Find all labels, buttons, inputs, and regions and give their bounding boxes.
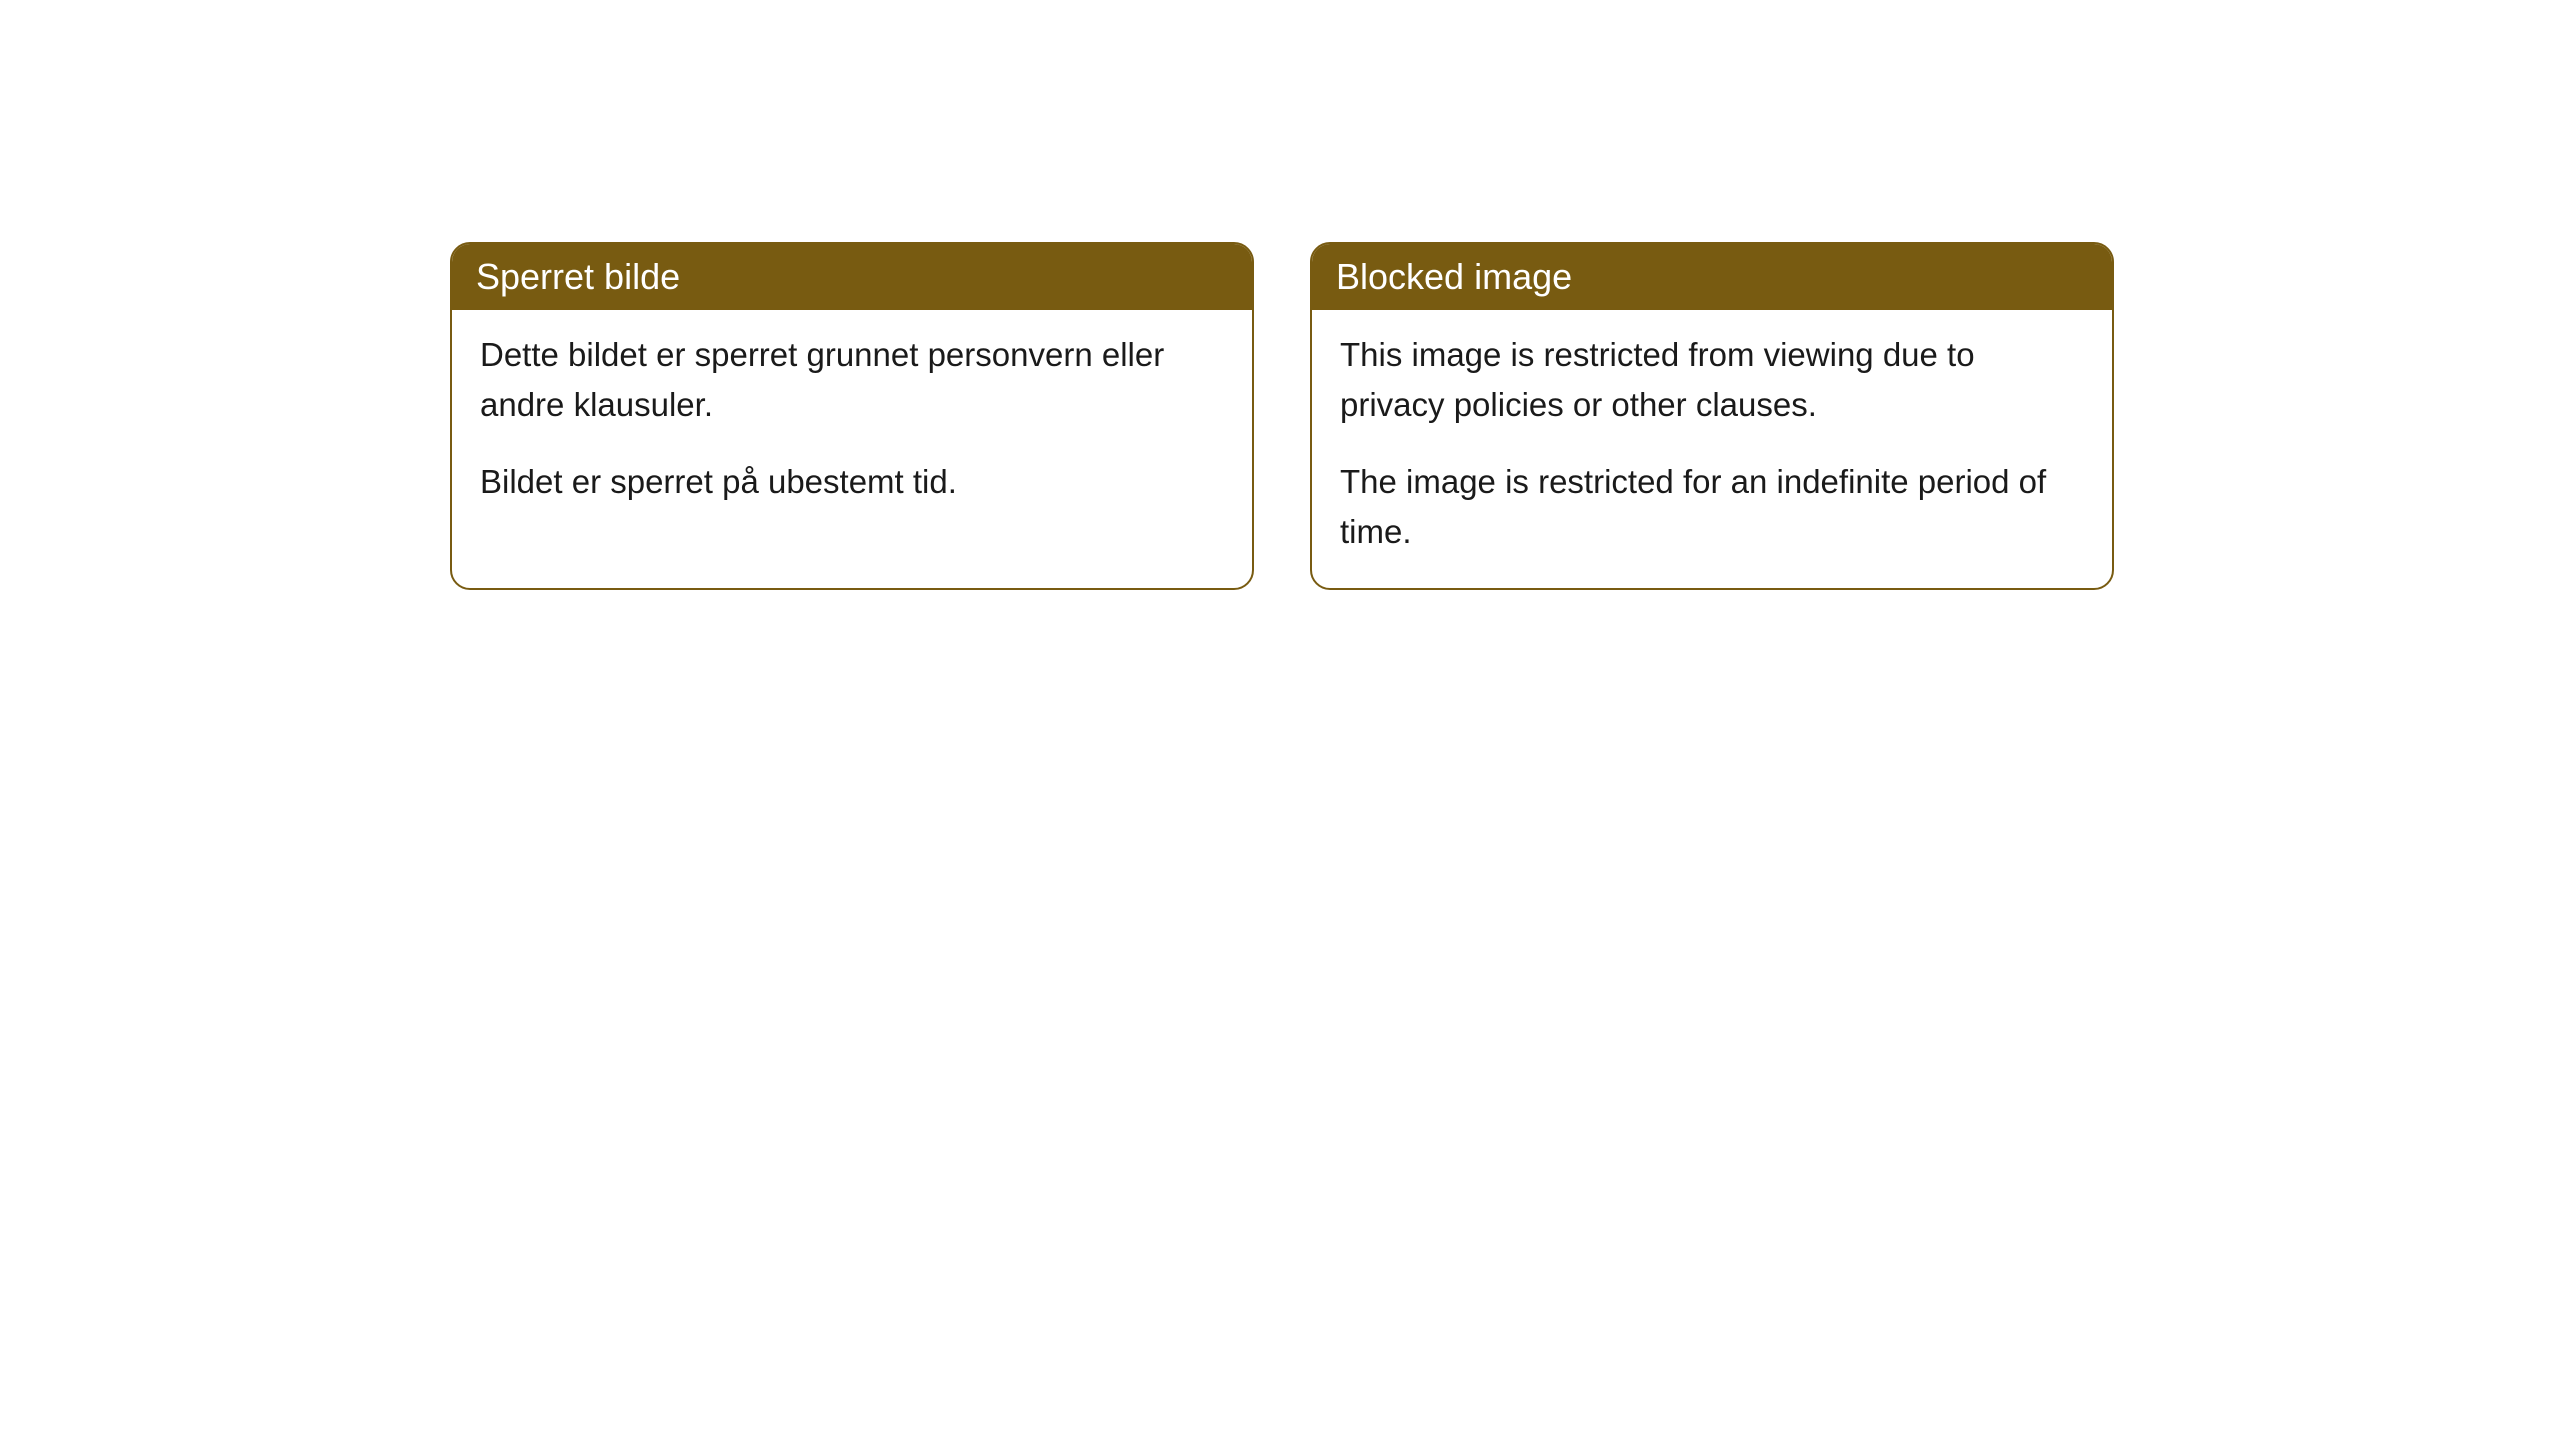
- card-text-en-1: This image is restricted from viewing du…: [1340, 330, 2084, 429]
- card-header-no: Sperret bilde: [452, 244, 1252, 310]
- card-title-no: Sperret bilde: [476, 256, 680, 297]
- blocked-image-card-en: Blocked image This image is restricted f…: [1310, 242, 2114, 590]
- blocked-image-card-no: Sperret bilde Dette bildet er sperret gr…: [450, 242, 1254, 590]
- notice-container: Sperret bilde Dette bildet er sperret gr…: [0, 0, 2560, 590]
- card-body-en: This image is restricted from viewing du…: [1312, 310, 2112, 588]
- card-title-en: Blocked image: [1336, 256, 1572, 297]
- card-text-en-2: The image is restricted for an indefinit…: [1340, 457, 2084, 556]
- card-header-en: Blocked image: [1312, 244, 2112, 310]
- card-text-no-1: Dette bildet er sperret grunnet personve…: [480, 330, 1224, 429]
- card-body-no: Dette bildet er sperret grunnet personve…: [452, 310, 1252, 539]
- card-text-no-2: Bildet er sperret på ubestemt tid.: [480, 457, 1224, 507]
